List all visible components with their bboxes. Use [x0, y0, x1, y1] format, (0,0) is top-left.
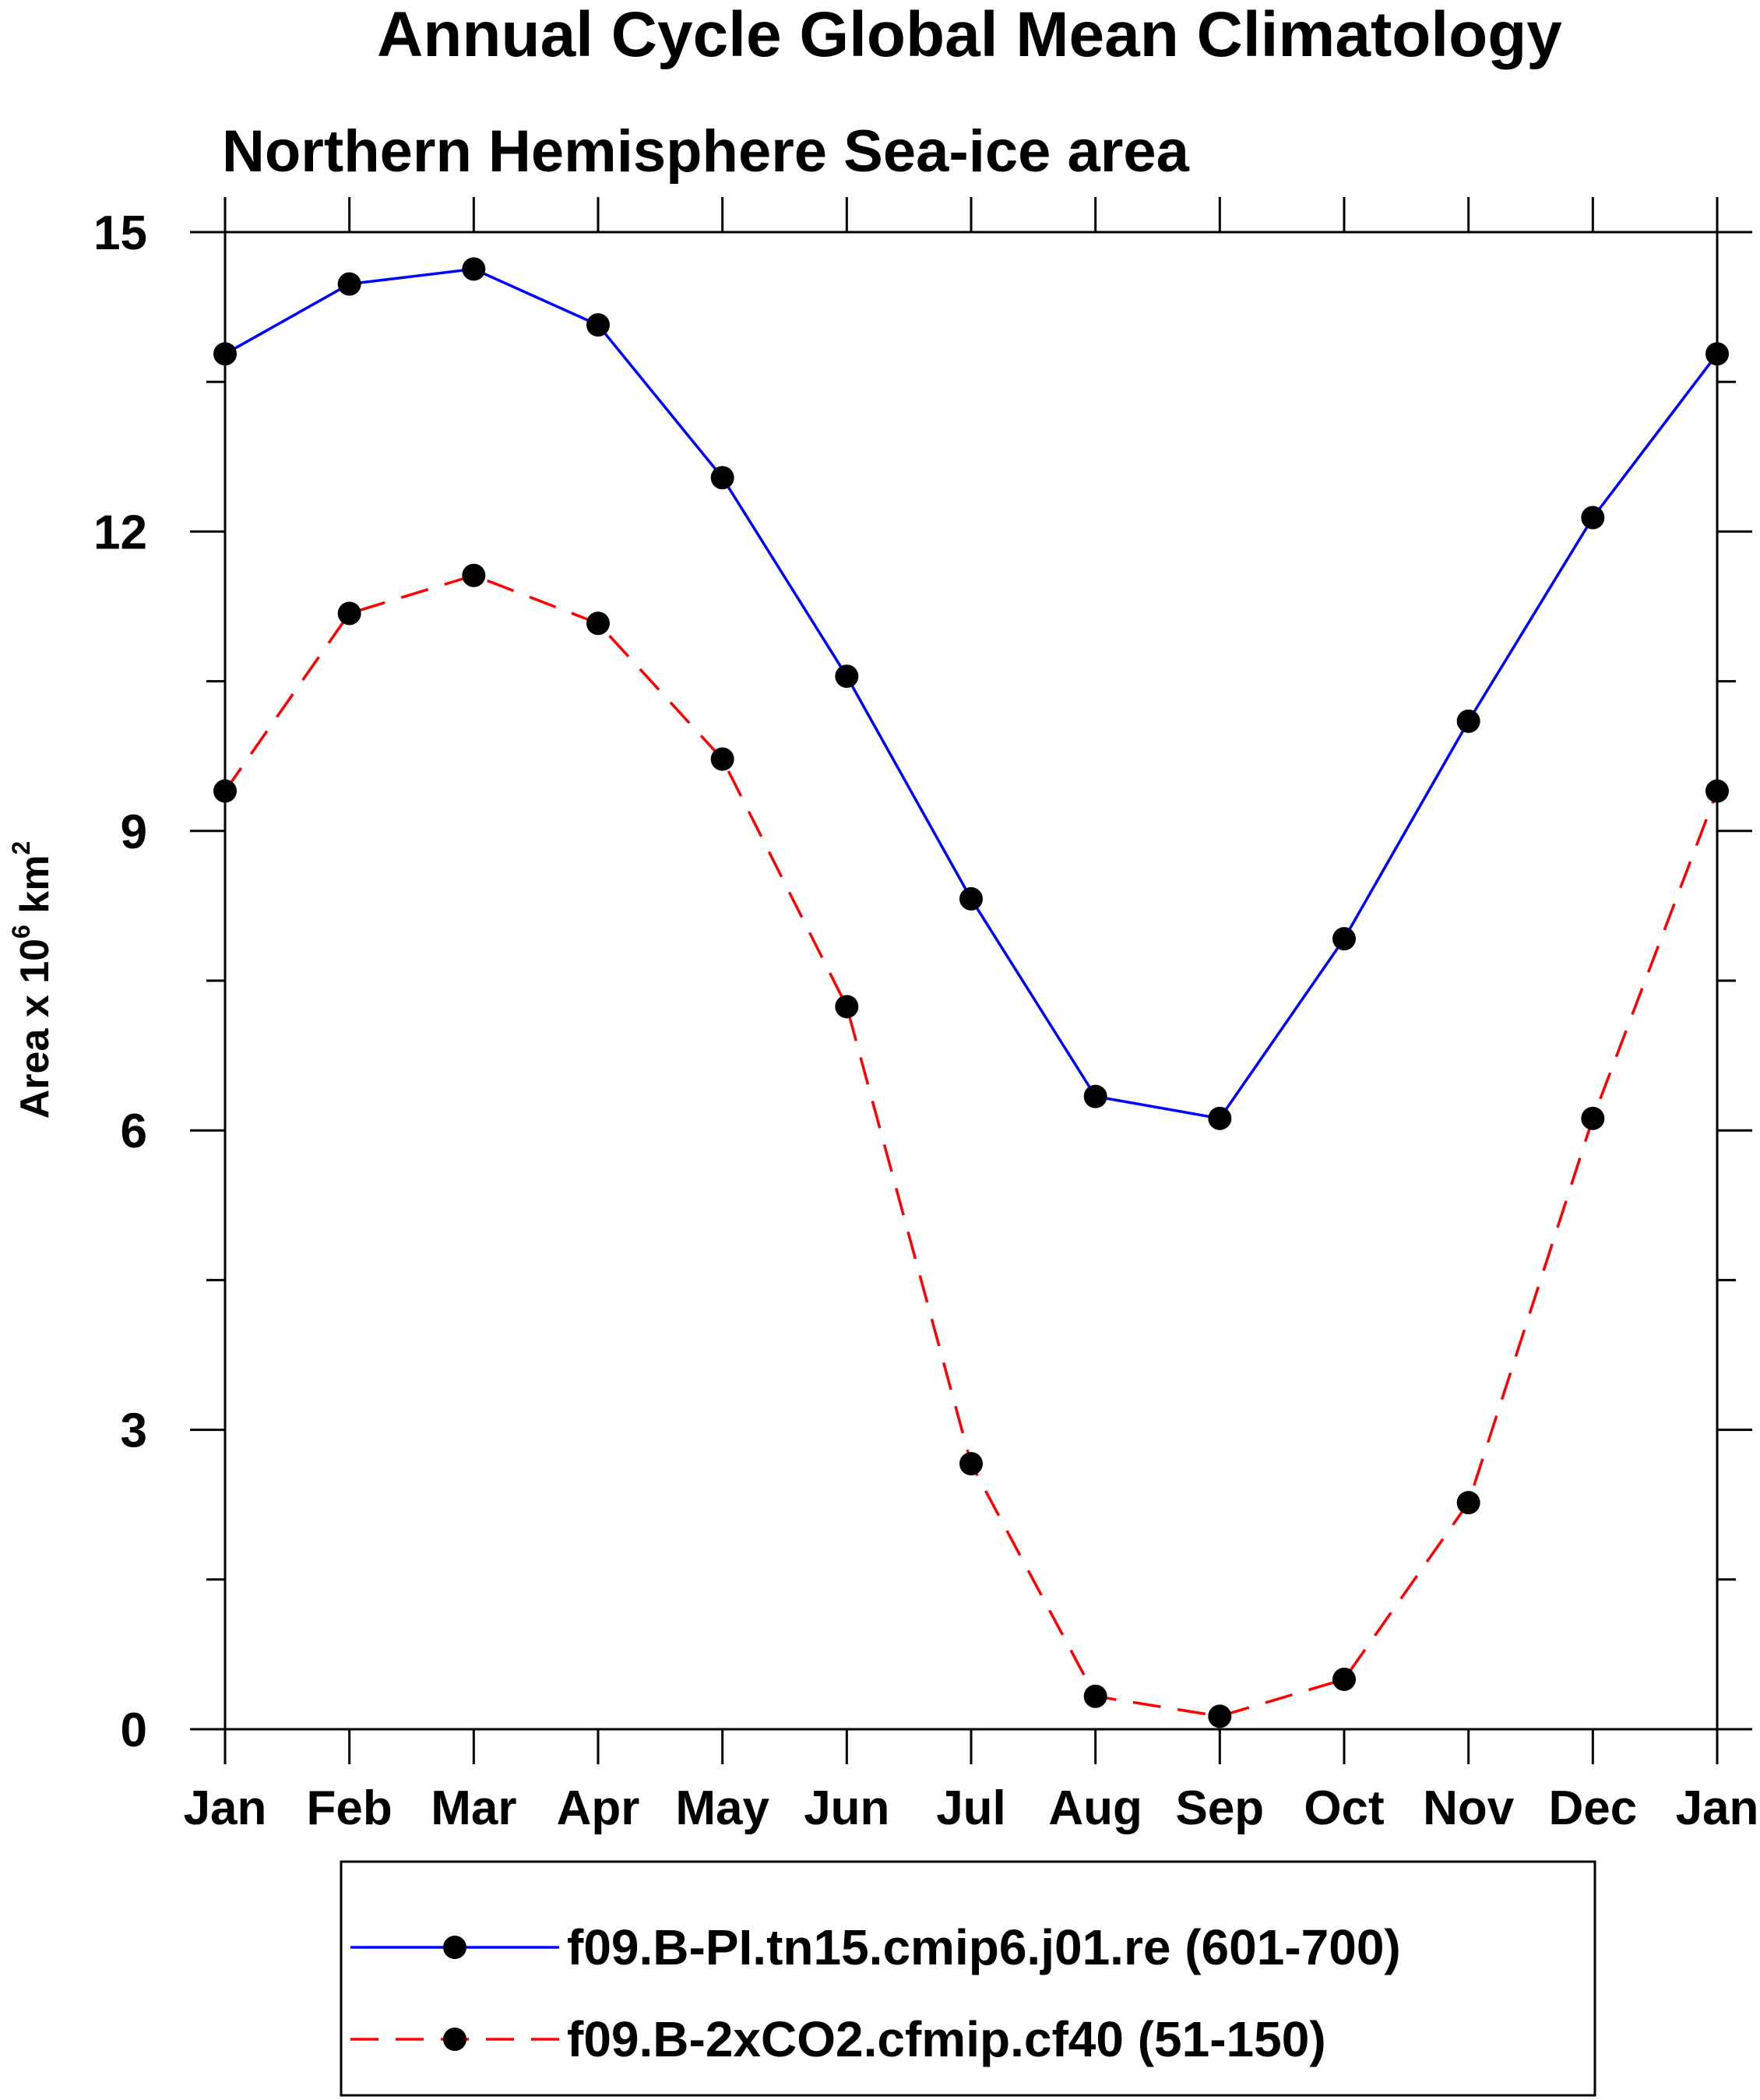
x-tick-label: Apr — [557, 1781, 640, 1835]
series-1-point — [1705, 342, 1729, 366]
series-2-point — [586, 611, 610, 636]
y-axis-label-unit: km — [12, 855, 58, 925]
y-axis-label: Area x 106 km2 — [7, 841, 58, 1119]
x-tick-label: Jan — [184, 1781, 267, 1835]
chart-title: Annual Cycle Global Mean Climatology — [377, 0, 1562, 70]
x-tick-label: Jul — [936, 1781, 1006, 1835]
series-2-point — [1581, 1106, 1605, 1130]
series-1-point — [462, 257, 486, 281]
series-2-point — [1456, 1491, 1480, 1515]
x-tick-label: Sep — [1175, 1781, 1264, 1835]
x-tick-label: Nov — [1423, 1781, 1515, 1835]
x-tick-label: May — [675, 1781, 769, 1835]
y-tick-label: 15 — [93, 206, 147, 260]
series-1-point — [835, 664, 859, 689]
legend-marker-2 — [443, 2028, 466, 2051]
y-axis-label-prefix: Area x 10 — [12, 939, 58, 1119]
series-2-point — [337, 601, 361, 625]
series-1-point — [586, 313, 610, 337]
legend-marker-1 — [443, 1936, 466, 1959]
series-2-point — [710, 747, 734, 771]
series-1-point — [959, 886, 983, 911]
series-1-point — [213, 342, 237, 366]
series-2-point — [1705, 779, 1729, 803]
series-1-point — [1332, 927, 1356, 951]
series-2-point — [959, 1452, 983, 1476]
x-tick-label: Aug — [1048, 1781, 1142, 1835]
x-tick-label: Jun — [804, 1781, 889, 1835]
legend-label-1: f09.B-PI.tn15.cmip6.j01.re (601-700) — [567, 1919, 1401, 1975]
series-1-point — [1208, 1106, 1232, 1130]
series-2-point — [213, 779, 237, 803]
series-1-point — [1456, 709, 1480, 733]
series-2-point — [1208, 1704, 1232, 1728]
axes-layer: Jan Feb Mar Apr May Jun Jul Aug Sep Oct Nov Dec Jan 0… — [93, 197, 1758, 1835]
series-1-point — [337, 272, 361, 296]
y-axis-label-exponent-2: 2 — [7, 841, 35, 855]
x-tick-label: Feb — [307, 1781, 392, 1835]
x-tick-label: Jan — [1676, 1781, 1759, 1835]
series-1-point — [1083, 1084, 1107, 1108]
series-2-point — [462, 563, 486, 587]
x-tick-label: Mar — [431, 1781, 516, 1835]
series-1-point — [710, 466, 734, 490]
series-line-1 — [224, 267, 1719, 1120]
y-tick-label: 0 — [121, 1704, 147, 1757]
series-layer — [213, 257, 1729, 1728]
x-tick-label: Dec — [1548, 1781, 1637, 1835]
svg-text:Area x 106 km2: Area x 106 km2 — [7, 841, 58, 1119]
series-2-point — [1332, 1667, 1356, 1691]
x-tick-label: Oct — [1304, 1781, 1384, 1835]
y-tick-label: 6 — [121, 1105, 147, 1158]
y-axis-label-exponent-1: 6 — [7, 925, 35, 939]
legend-box — [340, 1860, 1596, 2097]
legend-label-2: f09.B-2xCO2.cfmip.cf40 (51-150) — [567, 2011, 1326, 2067]
series-line-2 — [224, 573, 1719, 1718]
series-2-point — [835, 995, 859, 1019]
plot-frame — [224, 231, 1719, 1731]
legend: f09.B-PI.tn15.cmip6.j01.re (601-700) f09.… — [340, 1860, 1596, 2097]
series-1-point — [1581, 506, 1605, 530]
y-tick-label: 9 — [121, 805, 147, 859]
series-2-point — [1083, 1684, 1107, 1708]
chart-subtitle: Northern Hemisphere Sea-ice area — [222, 118, 1190, 185]
y-tick-label: 3 — [121, 1404, 147, 1458]
y-tick-label: 12 — [93, 506, 147, 559]
